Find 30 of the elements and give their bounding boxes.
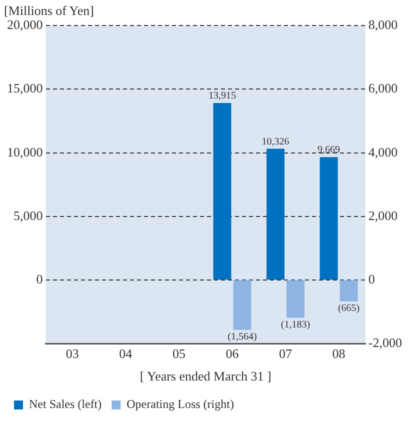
x-axis-title: [ Years ended March 31 ] — [140, 368, 272, 384]
legend-label: Operating Loss (right) — [126, 397, 234, 412]
data-label: (1,564) — [228, 332, 257, 343]
bar — [213, 103, 232, 280]
y-tick-label: 10,000 — [7, 144, 43, 160]
y2-tick-label: 6,000 — [368, 80, 398, 96]
y-tick-label: 5,000 — [14, 208, 43, 223]
y2-tick-label: 4,000 — [368, 144, 398, 160]
x-tick-label: 04 — [119, 346, 133, 362]
y2-tick-label: -2,000 — [368, 335, 402, 350]
y2-tick-label: 2,000 — [368, 208, 398, 223]
bar — [320, 157, 338, 280]
bar — [266, 148, 285, 280]
x-tick-label: 03 — [66, 346, 79, 362]
x-tick-label: 05 — [172, 346, 186, 362]
y-tick-label: 15,000 — [7, 80, 43, 96]
data-label: 9,669 — [318, 144, 340, 156]
legend-label: Net Sales (left) — [29, 397, 102, 412]
data-label: 10,326 — [262, 136, 290, 148]
x-tick-label: 06 — [226, 346, 240, 362]
data-label: (1,183) — [280, 319, 310, 330]
x-tick-label: 07 — [279, 346, 293, 362]
y-tick-label: 20,000 — [7, 17, 43, 32]
chart-title: [Millions of Yen] — [4, 3, 94, 18]
y-tick-label: 0 — [36, 272, 43, 287]
y2-tick-label: 0 — [368, 272, 375, 287]
x-tick-label: 08 — [332, 346, 346, 362]
data-label: 13,915 — [208, 90, 236, 102]
data-label: (665) — [338, 302, 360, 314]
y2-tick-label: 8,000 — [368, 17, 398, 32]
